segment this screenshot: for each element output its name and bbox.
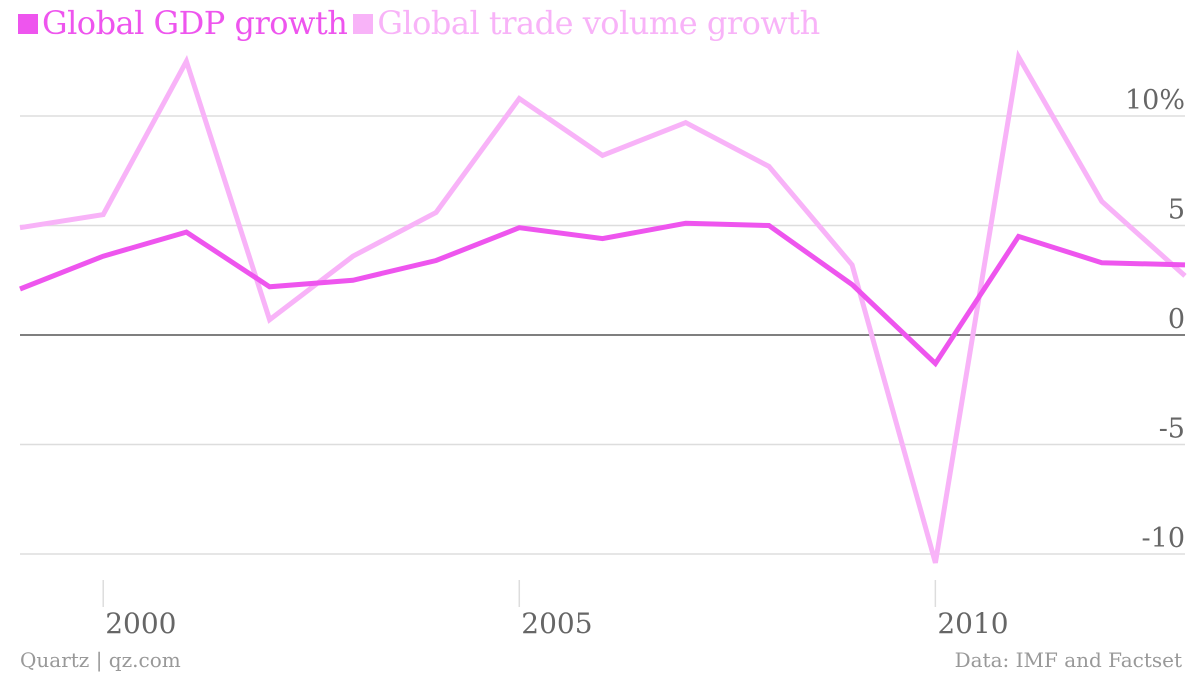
legend-item-gdp: Global GDP growth — [18, 4, 348, 42]
y-tick-label: 10% — [1125, 85, 1185, 116]
footer-source-left: Quartz | qz.com — [20, 648, 181, 672]
y-tick-label: 5 — [1168, 195, 1185, 226]
y-tick-label: -10 — [1142, 523, 1185, 554]
x-tick-label: 2005 — [521, 607, 592, 640]
series-line-gdp — [19, 220, 1186, 368]
x-tick-label: 2000 — [105, 607, 176, 640]
legend-swatch-trade — [353, 14, 374, 34]
tick-layer: 10% 5 0 -5 -10 2000 2005 2010 — [105, 85, 1185, 640]
legend-swatch-gdp — [18, 14, 38, 34]
series-layer — [19, 49, 1187, 564]
legend-label-trade: Global trade volume growth — [377, 4, 820, 42]
y-tick-label: 0 — [1168, 304, 1185, 335]
x-tick-label: 2010 — [937, 607, 1008, 640]
y-tick-label: -5 — [1159, 414, 1185, 445]
grid-layer — [20, 115, 1185, 607]
legend-label-gdp: Global GDP growth — [42, 4, 348, 42]
chart-legend: Global GDP growth Global trade volume gr… — [18, 4, 826, 42]
series-line-trade — [19, 49, 1187, 564]
legend-item-trade: Global trade volume growth — [353, 4, 820, 42]
footer-source-right: Data: IMF and Factset — [954, 648, 1182, 672]
